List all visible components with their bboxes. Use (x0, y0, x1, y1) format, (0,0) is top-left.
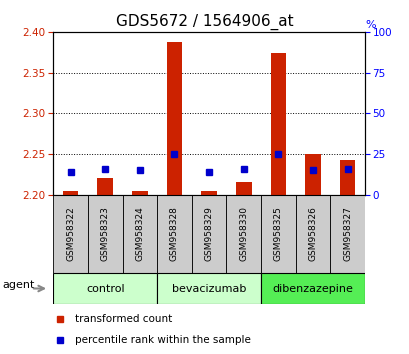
Bar (53, 195, 88, 273)
Bar (235, 183, 251, 195)
Bar (201, 192, 216, 195)
Bar (166, 42, 182, 195)
Bar (157, 195, 191, 273)
Text: GSM958329: GSM958329 (204, 206, 213, 261)
Text: control: control (86, 284, 124, 293)
Text: GDS5672 / 1564906_at: GDS5672 / 1564906_at (116, 14, 293, 30)
Bar (261, 195, 295, 273)
Text: GSM958327: GSM958327 (342, 206, 351, 261)
Bar (191, 195, 226, 273)
Bar (88, 195, 122, 273)
Text: transformed count: transformed count (75, 314, 172, 324)
Bar (226, 195, 261, 273)
Text: GSM958322: GSM958322 (66, 206, 75, 261)
Bar (270, 53, 285, 195)
Text: agent: agent (3, 280, 35, 290)
Bar (132, 190, 147, 195)
Bar (304, 154, 320, 195)
Bar (330, 195, 364, 273)
Text: GSM958325: GSM958325 (273, 206, 282, 261)
Bar (122, 195, 157, 273)
Bar (63, 190, 78, 195)
Bar (261, 273, 364, 304)
Text: percentile rank within the sample: percentile rank within the sample (75, 335, 250, 345)
Bar (295, 195, 330, 273)
Bar (339, 160, 355, 195)
Text: dibenzazepine: dibenzazepine (272, 284, 353, 293)
Text: GSM958326: GSM958326 (308, 206, 317, 261)
Text: bevacizumab: bevacizumab (171, 284, 246, 293)
Text: GSM958328: GSM958328 (170, 206, 179, 261)
Bar (53, 273, 157, 304)
Bar (97, 178, 113, 195)
Text: GSM958330: GSM958330 (238, 206, 247, 261)
Text: GSM958324: GSM958324 (135, 206, 144, 261)
Text: %: % (364, 20, 375, 30)
Text: GSM958323: GSM958323 (101, 206, 110, 261)
Bar (157, 273, 261, 304)
